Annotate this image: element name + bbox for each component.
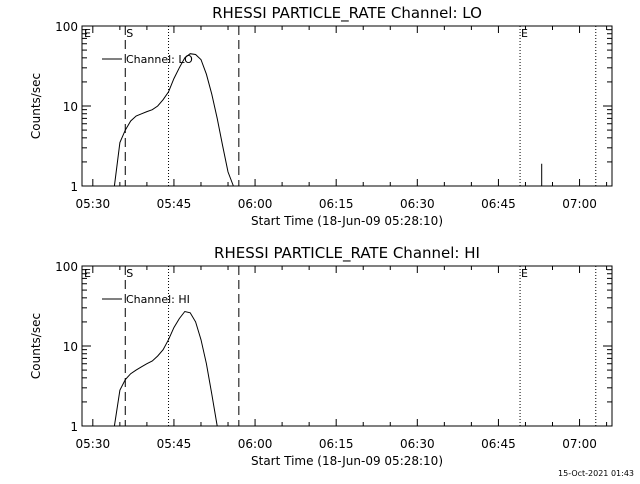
x-tick-label: 06:15 [319,197,354,211]
marker-label: E [84,27,91,40]
marker-label: E [84,267,91,280]
y-tick-label: 1 [70,420,78,434]
x-tick-label: 06:45 [481,197,516,211]
legend-label: Channel: LO [126,53,193,66]
footer-timestamp: 15-Oct-2021 01:43 [558,469,634,478]
y-tick-label: 10 [63,340,78,354]
x-tick-label: 06:30 [400,437,435,451]
x-tick-label: 05:30 [76,437,111,451]
y-tick-label: 100 [55,20,78,34]
plot-frame [81,25,613,187]
x-tick-label: 05:45 [157,437,192,451]
x-tick-label: 05:30 [76,197,111,211]
marker-label: S [126,27,133,40]
series-line [113,53,234,187]
marker-label: E [521,27,528,40]
y-tick-label: 1 [70,180,78,194]
y-axis-label: Counts/sec [29,313,43,379]
y-tick-label: 100 [55,260,78,274]
chart-title: RHESSI PARTICLE_RATE Channel: LO [212,4,482,23]
marker-label: S [126,267,133,280]
x-tick-label: 06:00 [238,197,273,211]
x-tick-label: 06:45 [481,437,516,451]
x-axis-label: Start Time (18-Jun-09 05:28:10) [251,214,443,228]
x-tick-label: 07:00 [562,437,597,451]
x-tick-label: 06:30 [400,197,435,211]
x-tick-label: 06:00 [238,437,273,451]
x-axis-label: Start Time (18-Jun-09 05:28:10) [251,454,443,468]
y-axis-label: Counts/sec [29,73,43,139]
x-tick-label: 07:00 [562,197,597,211]
y-tick-label: 10 [63,100,78,114]
x-tick-label: 06:15 [319,437,354,451]
x-tick-label: 05:45 [157,197,192,211]
legend-label: Channel: HI [126,293,190,306]
series-line [113,310,218,427]
plot-frame [81,265,613,427]
chart-title: RHESSI PARTICLE_RATE Channel: HI [214,244,480,263]
marker-label: E [521,267,528,280]
